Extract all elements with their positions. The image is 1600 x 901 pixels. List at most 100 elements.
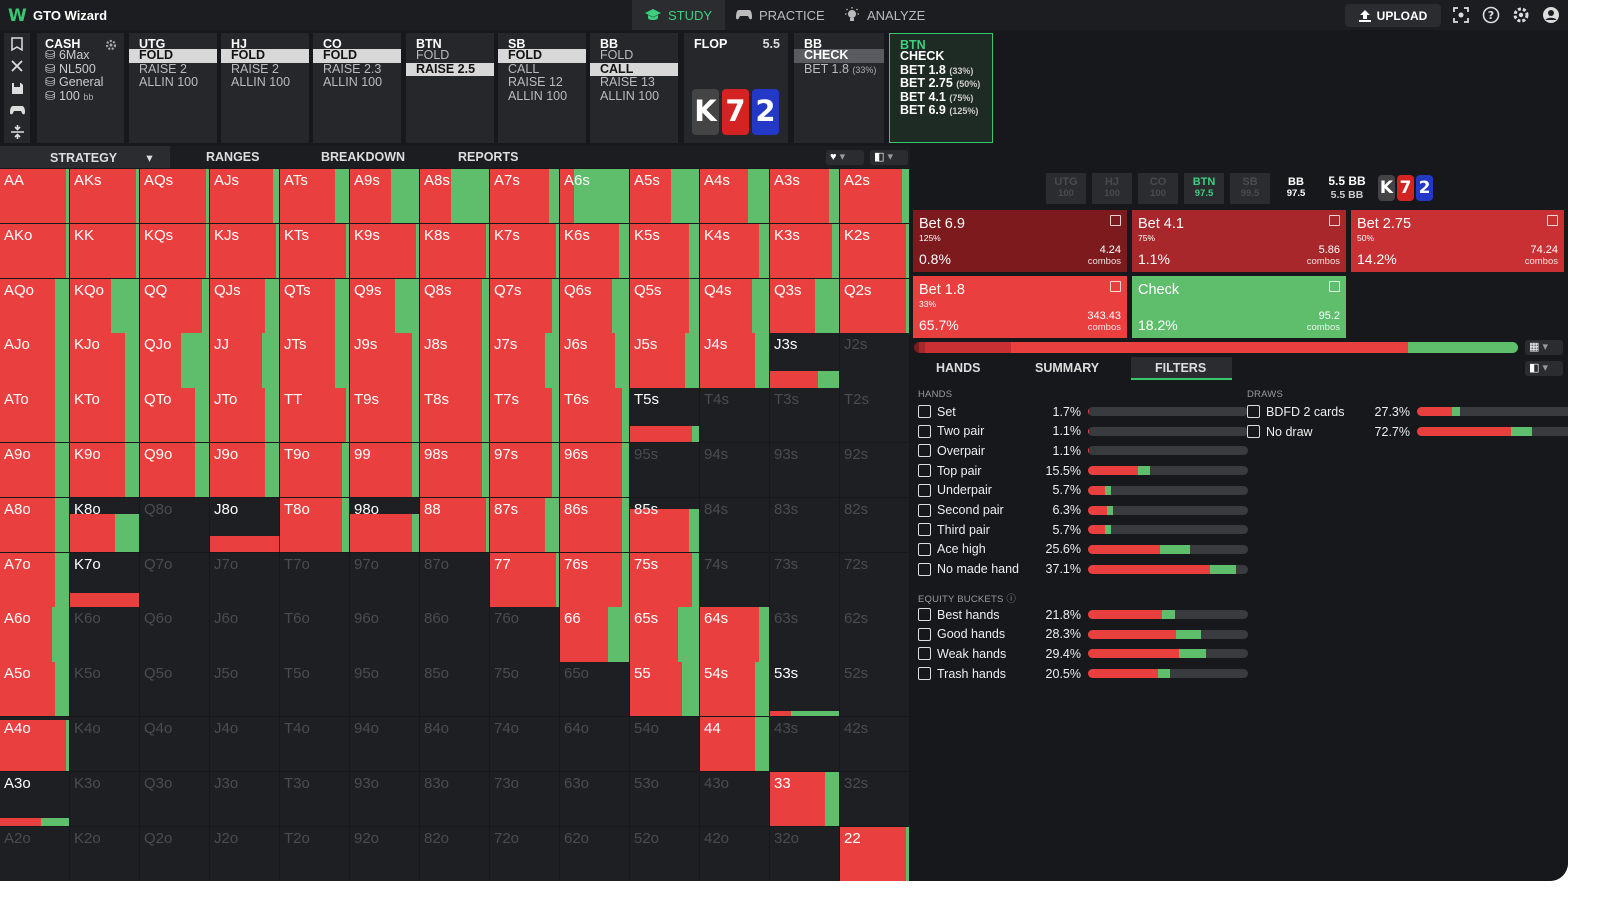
hand-cell-QQ[interactable]: QQ bbox=[140, 278, 209, 333]
hand-cell-96s[interactable]: 96s bbox=[560, 443, 629, 498]
hand-cell-Q7o[interactable]: Q7o bbox=[140, 552, 209, 607]
hand-cell-J7s[interactable]: J7s bbox=[490, 333, 559, 388]
hand-cell-AKs[interactable]: AKs bbox=[70, 169, 139, 224]
filter-row-no-draw[interactable]: No draw 72.7% bbox=[1247, 422, 1568, 441]
hand-cell-T7s[interactable]: T7s bbox=[490, 388, 559, 443]
hand-cell-Q2o[interactable]: Q2o bbox=[140, 826, 209, 881]
hand-cell-62s[interactable]: 62s bbox=[840, 607, 909, 662]
hand-cell-A7o[interactable]: A7o bbox=[0, 552, 69, 607]
hand-cell-T8o[interactable]: T8o bbox=[280, 497, 349, 552]
hand-cell-Q4o[interactable]: Q4o bbox=[140, 717, 209, 772]
hand-cell-Q6s[interactable]: Q6s bbox=[560, 278, 629, 333]
hand-cell-72s[interactable]: 72s bbox=[840, 552, 909, 607]
hand-cell-J8o[interactable]: J8o bbox=[210, 497, 279, 552]
hand-cell-J5o[interactable]: J5o bbox=[210, 662, 279, 717]
filter-row-ace-high[interactable]: Ace high 25.6% bbox=[918, 540, 1248, 559]
btn-node-panel[interactable]: BTN CHECK BET 1.8 (33%) BET 2.75 (50%) B… bbox=[889, 33, 993, 143]
hand-cell-92s[interactable]: 92s bbox=[840, 443, 909, 498]
details-icon[interactable] bbox=[1329, 281, 1340, 292]
position-action[interactable]: FOLD bbox=[313, 48, 401, 63]
btn-check-action[interactable]: CHECK bbox=[890, 49, 992, 64]
position-column-co[interactable]: CO FOLD RAISE 2.3 ALLIN 100 bbox=[313, 33, 401, 143]
player-box-utg[interactable]: UTG 100 bbox=[1046, 173, 1086, 204]
filter-row-no-made-hand[interactable]: No made hand 37.1% bbox=[918, 560, 1248, 579]
hand-cell-J6o[interactable]: J6o bbox=[210, 607, 279, 662]
player-box-btn[interactable]: BTN 97.5 bbox=[1184, 173, 1224, 204]
hand-cell-A9s[interactable]: A9s bbox=[350, 169, 419, 224]
hand-cell-JTo[interactable]: JTo bbox=[210, 388, 279, 443]
logo-icon[interactable]: W bbox=[8, 6, 27, 26]
filter-checkbox[interactable] bbox=[918, 523, 931, 537]
hand-cell-75o[interactable]: 75o bbox=[490, 662, 559, 717]
hand-cell-97s[interactable]: 97s bbox=[490, 443, 559, 498]
hand-cell-J9o[interactable]: J9o bbox=[210, 443, 279, 498]
hand-cell-K4o[interactable]: K4o bbox=[70, 717, 139, 772]
hand-cell-JJ[interactable]: JJ bbox=[210, 333, 279, 388]
hand-cell-64o[interactable]: 64o bbox=[560, 717, 629, 772]
hand-cell-J9s[interactable]: J9s bbox=[350, 333, 419, 388]
hand-cell-J2o[interactable]: J2o bbox=[210, 826, 279, 881]
hand-cell-53s[interactable]: 53s bbox=[770, 662, 839, 717]
position-column-btn[interactable]: BTN FOLD RAISE 2.5 bbox=[406, 33, 494, 143]
hand-cell-44[interactable]: 44 bbox=[700, 717, 769, 772]
hand-cell-J5s[interactable]: J5s bbox=[630, 333, 699, 388]
close-icon[interactable] bbox=[4, 55, 30, 77]
filter-row-bdfd-2-cards[interactable]: BDFD 2 cards 27.3% bbox=[1247, 402, 1568, 421]
hand-cell-84o[interactable]: 84o bbox=[420, 717, 489, 772]
filter-row-trash-hands[interactable]: Trash hands 20.5% bbox=[918, 664, 1248, 683]
hand-cell-54o[interactable]: 54o bbox=[630, 717, 699, 772]
hand-cell-94o[interactable]: 94o bbox=[350, 717, 419, 772]
hand-cell-T2s[interactable]: T2s bbox=[840, 388, 909, 443]
hand-cell-K4s[interactable]: K4s bbox=[700, 223, 769, 278]
hand-cell-87o[interactable]: 87o bbox=[420, 552, 489, 607]
hand-cell-54s[interactable]: 54s bbox=[700, 662, 769, 717]
filter-checkbox[interactable] bbox=[918, 667, 931, 681]
hand-cell-97o[interactable]: 97o bbox=[350, 552, 419, 607]
hand-cell-A4o[interactable]: A4o bbox=[0, 717, 69, 772]
hand-cell-K5s[interactable]: K5s bbox=[630, 223, 699, 278]
hand-cell-32s[interactable]: 32s bbox=[840, 771, 909, 826]
hand-cell-A2o[interactable]: A2o bbox=[0, 826, 69, 881]
player-box-bb[interactable]: BB 97.5 bbox=[1276, 173, 1316, 204]
position-action[interactable]: ALLIN 100 bbox=[508, 88, 568, 103]
position-column-sb[interactable]: SB FOLD CALL RAISE 12 ALLIN 100 bbox=[498, 33, 586, 143]
hand-cell-J2s[interactable]: J2s bbox=[840, 333, 909, 388]
hand-cell-K6o[interactable]: K6o bbox=[70, 607, 139, 662]
hand-cell-42s[interactable]: 42s bbox=[840, 717, 909, 772]
game-info-panel[interactable]: CASH ⛁ 6Max ⛁ NL500 ⛁ General ⛁ 100 bb bbox=[37, 33, 124, 143]
hand-cell-K7s[interactable]: K7s bbox=[490, 223, 559, 278]
player-box-co[interactable]: CO 100 bbox=[1138, 173, 1178, 204]
tab-hands[interactable]: HANDS bbox=[936, 361, 981, 375]
hand-cell-Q3s[interactable]: Q3s bbox=[770, 278, 839, 333]
hand-cell-Q3o[interactable]: Q3o bbox=[140, 771, 209, 826]
hand-cell-94s[interactable]: 94s bbox=[700, 443, 769, 498]
nav-practice[interactable]: PRACTICE bbox=[736, 0, 825, 30]
hand-cell-83o[interactable]: 83o bbox=[420, 771, 489, 826]
hand-cell-Q2s[interactable]: Q2s bbox=[840, 278, 909, 333]
tab-reports[interactable]: REPORTS bbox=[458, 150, 519, 164]
hand-cell-KQo[interactable]: KQo bbox=[70, 278, 139, 333]
filter-row-set[interactable]: Set 1.7% bbox=[918, 402, 1248, 421]
flop-board-panel[interactable]: FLOP 5.5 K 7 2 bbox=[684, 33, 788, 143]
hand-cell-65s[interactable]: 65s bbox=[630, 607, 699, 662]
favorite-dropdown[interactable]: ♥ ▾ bbox=[826, 150, 864, 165]
hand-cell-J6s[interactable]: J6s bbox=[560, 333, 629, 388]
hand-cell-85o[interactable]: 85o bbox=[420, 662, 489, 717]
hand-cell-QTo[interactable]: QTo bbox=[140, 388, 209, 443]
hand-cell-ATo[interactable]: ATo bbox=[0, 388, 69, 443]
position-action[interactable]: ALLIN 100 bbox=[323, 75, 383, 90]
hand-cell-KJs[interactable]: KJs bbox=[210, 223, 279, 278]
hand-cell-74s[interactable]: 74s bbox=[700, 552, 769, 607]
hand-cell-KK[interactable]: KK bbox=[70, 223, 139, 278]
hand-cell-KQs[interactable]: KQs bbox=[140, 223, 209, 278]
hand-cell-K9s[interactable]: K9s bbox=[350, 223, 419, 278]
hand-cell-ATs[interactable]: ATs bbox=[280, 169, 349, 224]
hand-cell-85s[interactable]: 85s bbox=[630, 497, 699, 552]
filter-row-second-pair[interactable]: Second pair 6.3% bbox=[918, 501, 1248, 520]
filter-checkbox[interactable] bbox=[918, 542, 931, 556]
filter-row-weak-hands[interactable]: Weak hands 29.4% bbox=[918, 644, 1248, 663]
hand-cell-JTs[interactable]: JTs bbox=[280, 333, 349, 388]
hand-cell-Q5o[interactable]: Q5o bbox=[140, 662, 209, 717]
bookmark-icon[interactable] bbox=[4, 33, 30, 55]
details-icon[interactable] bbox=[1110, 281, 1121, 292]
